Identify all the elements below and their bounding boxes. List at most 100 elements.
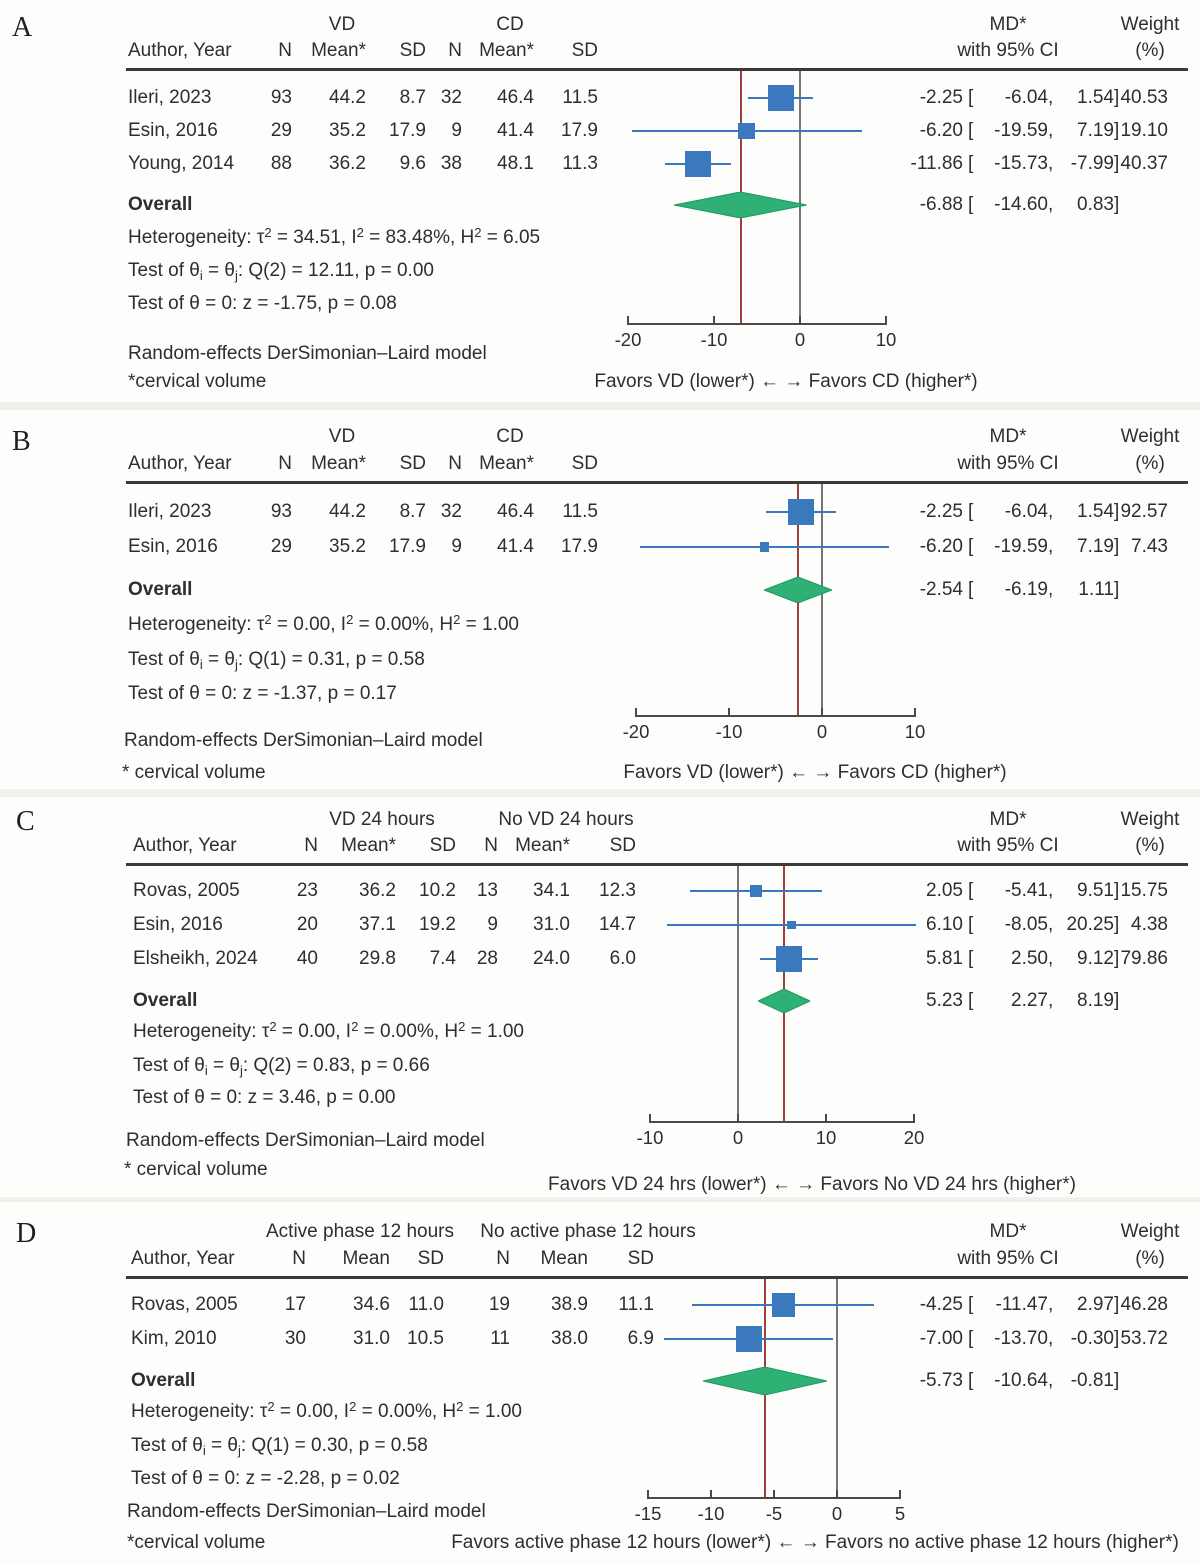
column-header: SD bbox=[399, 453, 426, 474]
effect-header: MD* bbox=[989, 426, 1027, 447]
ci-lower: -19.59 bbox=[994, 536, 1048, 557]
study-n1: 29 bbox=[270, 120, 292, 141]
stat-segment: = 83.48%, H bbox=[363, 227, 475, 248]
x-axis-tick-label: -20 bbox=[614, 329, 642, 350]
study-n2: 38 bbox=[440, 153, 462, 174]
ci-upper: 1.54 bbox=[1077, 87, 1114, 108]
stat-segment: : Q(2) = 12.11, p = 0.00 bbox=[237, 260, 434, 281]
column-header: Mean* bbox=[311, 40, 366, 61]
study-author: Rovas, 2005 bbox=[133, 880, 240, 901]
ci-upper: 2.97 bbox=[1077, 1294, 1114, 1315]
study-sd1: 11.0 bbox=[408, 1294, 444, 1315]
study-mean1: 29.8 bbox=[359, 948, 396, 969]
ci-separator: , bbox=[1048, 948, 1054, 969]
x-axis-tick-label: 0 bbox=[732, 1127, 744, 1148]
ci-separator: , bbox=[1048, 194, 1054, 215]
effect-estimate: -11.86 bbox=[910, 153, 963, 174]
ci-lower: -11.47 bbox=[995, 1294, 1048, 1315]
panel-label-D: D bbox=[16, 1218, 37, 1249]
x-axis-tick bbox=[899, 1490, 901, 1497]
weight-value: 40.53 bbox=[1120, 87, 1168, 108]
footnote: *cervical volume bbox=[128, 371, 267, 392]
ci-upper: 20.25 bbox=[1066, 914, 1114, 935]
group2-header: No active phase 12 hours bbox=[480, 1221, 696, 1242]
x-axis-tick bbox=[647, 1490, 649, 1497]
group2-header: No VD 24 hours bbox=[498, 809, 634, 830]
ci-open-bracket: [ bbox=[968, 1328, 974, 1349]
study-mean2: 48.1 bbox=[497, 153, 534, 174]
overall-diamond-shape bbox=[757, 989, 811, 1013]
study-author: Esin, 2016 bbox=[128, 120, 218, 141]
ci-open-bracket: [ bbox=[968, 579, 974, 600]
weight-header: Weight bbox=[1120, 426, 1180, 447]
stat-segment: = 1.00 bbox=[463, 1401, 522, 1422]
study-sd2: 11.5 bbox=[562, 501, 598, 522]
ci-lower: -10.64 bbox=[994, 1370, 1048, 1391]
ci-header: with 95% CI bbox=[957, 835, 1059, 856]
column-header: Mean* bbox=[515, 835, 570, 856]
effect-estimate: -4.25 bbox=[919, 1294, 963, 1315]
stat-subscript: j bbox=[239, 1063, 243, 1078]
stat-line: Heterogeneity: τ2 = 0.00, I2 = 0.00%, H2… bbox=[133, 1019, 524, 1043]
study-n1: 23 bbox=[296, 880, 318, 901]
stat-subscript: j bbox=[237, 1443, 241, 1458]
stat-segment: = 34.51, I bbox=[271, 227, 357, 248]
footnote: * cervical volume bbox=[124, 1159, 268, 1180]
study-n1: 30 bbox=[284, 1328, 306, 1349]
model-note: Random-effects DerSimonian–Laird model bbox=[128, 343, 487, 364]
overall-diamond bbox=[674, 192, 808, 218]
ci-lower: -19.59 bbox=[994, 120, 1048, 141]
ci-close-bracket: ] bbox=[1114, 990, 1120, 1011]
column-header: N bbox=[278, 40, 292, 61]
ci-separator: , bbox=[1048, 990, 1054, 1011]
ci-lower: -13.70 bbox=[994, 1328, 1048, 1349]
ci-separator: , bbox=[1048, 914, 1054, 935]
effect-estimate: -6.20 bbox=[919, 536, 963, 557]
study-mean1: 35.2 bbox=[329, 120, 366, 141]
header-rule bbox=[126, 863, 1188, 866]
column-header: Mean* bbox=[479, 453, 534, 474]
study-mean2: 24.0 bbox=[533, 948, 570, 969]
column-header: N bbox=[292, 1248, 306, 1269]
x-axis-tick-label: -15 bbox=[634, 1503, 662, 1524]
column-header: SD bbox=[571, 453, 598, 474]
stat-subscript: j bbox=[234, 268, 238, 283]
stat-segment: Heterogeneity: τ bbox=[128, 227, 265, 248]
stat-segment: = 0.00, I bbox=[274, 1401, 350, 1422]
effect-estimate: -6.20 bbox=[919, 120, 963, 141]
group1-header: VD bbox=[328, 426, 356, 447]
ci-close-bracket: ] bbox=[1114, 579, 1120, 600]
stat-segment: = θ bbox=[202, 260, 235, 281]
x-axis-tick-label: 0 bbox=[794, 329, 806, 350]
ci-close-bracket: ] bbox=[1114, 948, 1120, 969]
ci-open-bracket: [ bbox=[968, 120, 974, 141]
overall-label: Overall bbox=[133, 990, 198, 1011]
column-header: Mean* bbox=[341, 835, 396, 856]
ci-separator: , bbox=[1048, 120, 1054, 141]
effect-square bbox=[776, 946, 803, 972]
ci-separator: , bbox=[1048, 501, 1054, 522]
x-axis-tick-label: -20 bbox=[622, 721, 650, 742]
stat-superscript: 2 bbox=[356, 225, 364, 240]
ci-close-bracket: ] bbox=[1114, 914, 1120, 935]
effect-estimate: 5.23 bbox=[926, 990, 963, 1011]
null-line bbox=[737, 866, 739, 1122]
weight-header: Weight bbox=[1120, 1221, 1180, 1242]
x-axis-tick bbox=[713, 316, 715, 323]
x-axis-tick bbox=[821, 708, 823, 715]
x-axis-tick-label: -10 bbox=[636, 1127, 664, 1148]
stat-segment: = 0.00, I bbox=[276, 1021, 352, 1042]
ci-upper: 7.19 bbox=[1077, 120, 1114, 141]
stat-segment: Test of θ bbox=[133, 1055, 205, 1076]
panel-label-B: B bbox=[12, 426, 31, 457]
column-header: N bbox=[278, 453, 292, 474]
x-axis-line bbox=[635, 715, 916, 717]
weight-value: 40.37 bbox=[1120, 153, 1168, 174]
stat-superscript: 2 bbox=[267, 1399, 275, 1414]
study-n2: 32 bbox=[440, 501, 462, 522]
ci-upper: 1.11 bbox=[1078, 579, 1114, 600]
null-line bbox=[821, 484, 823, 716]
ci-separator: , bbox=[1048, 579, 1054, 600]
study-mean2: 38.0 bbox=[551, 1328, 588, 1349]
stat-superscript: 2 bbox=[264, 225, 272, 240]
